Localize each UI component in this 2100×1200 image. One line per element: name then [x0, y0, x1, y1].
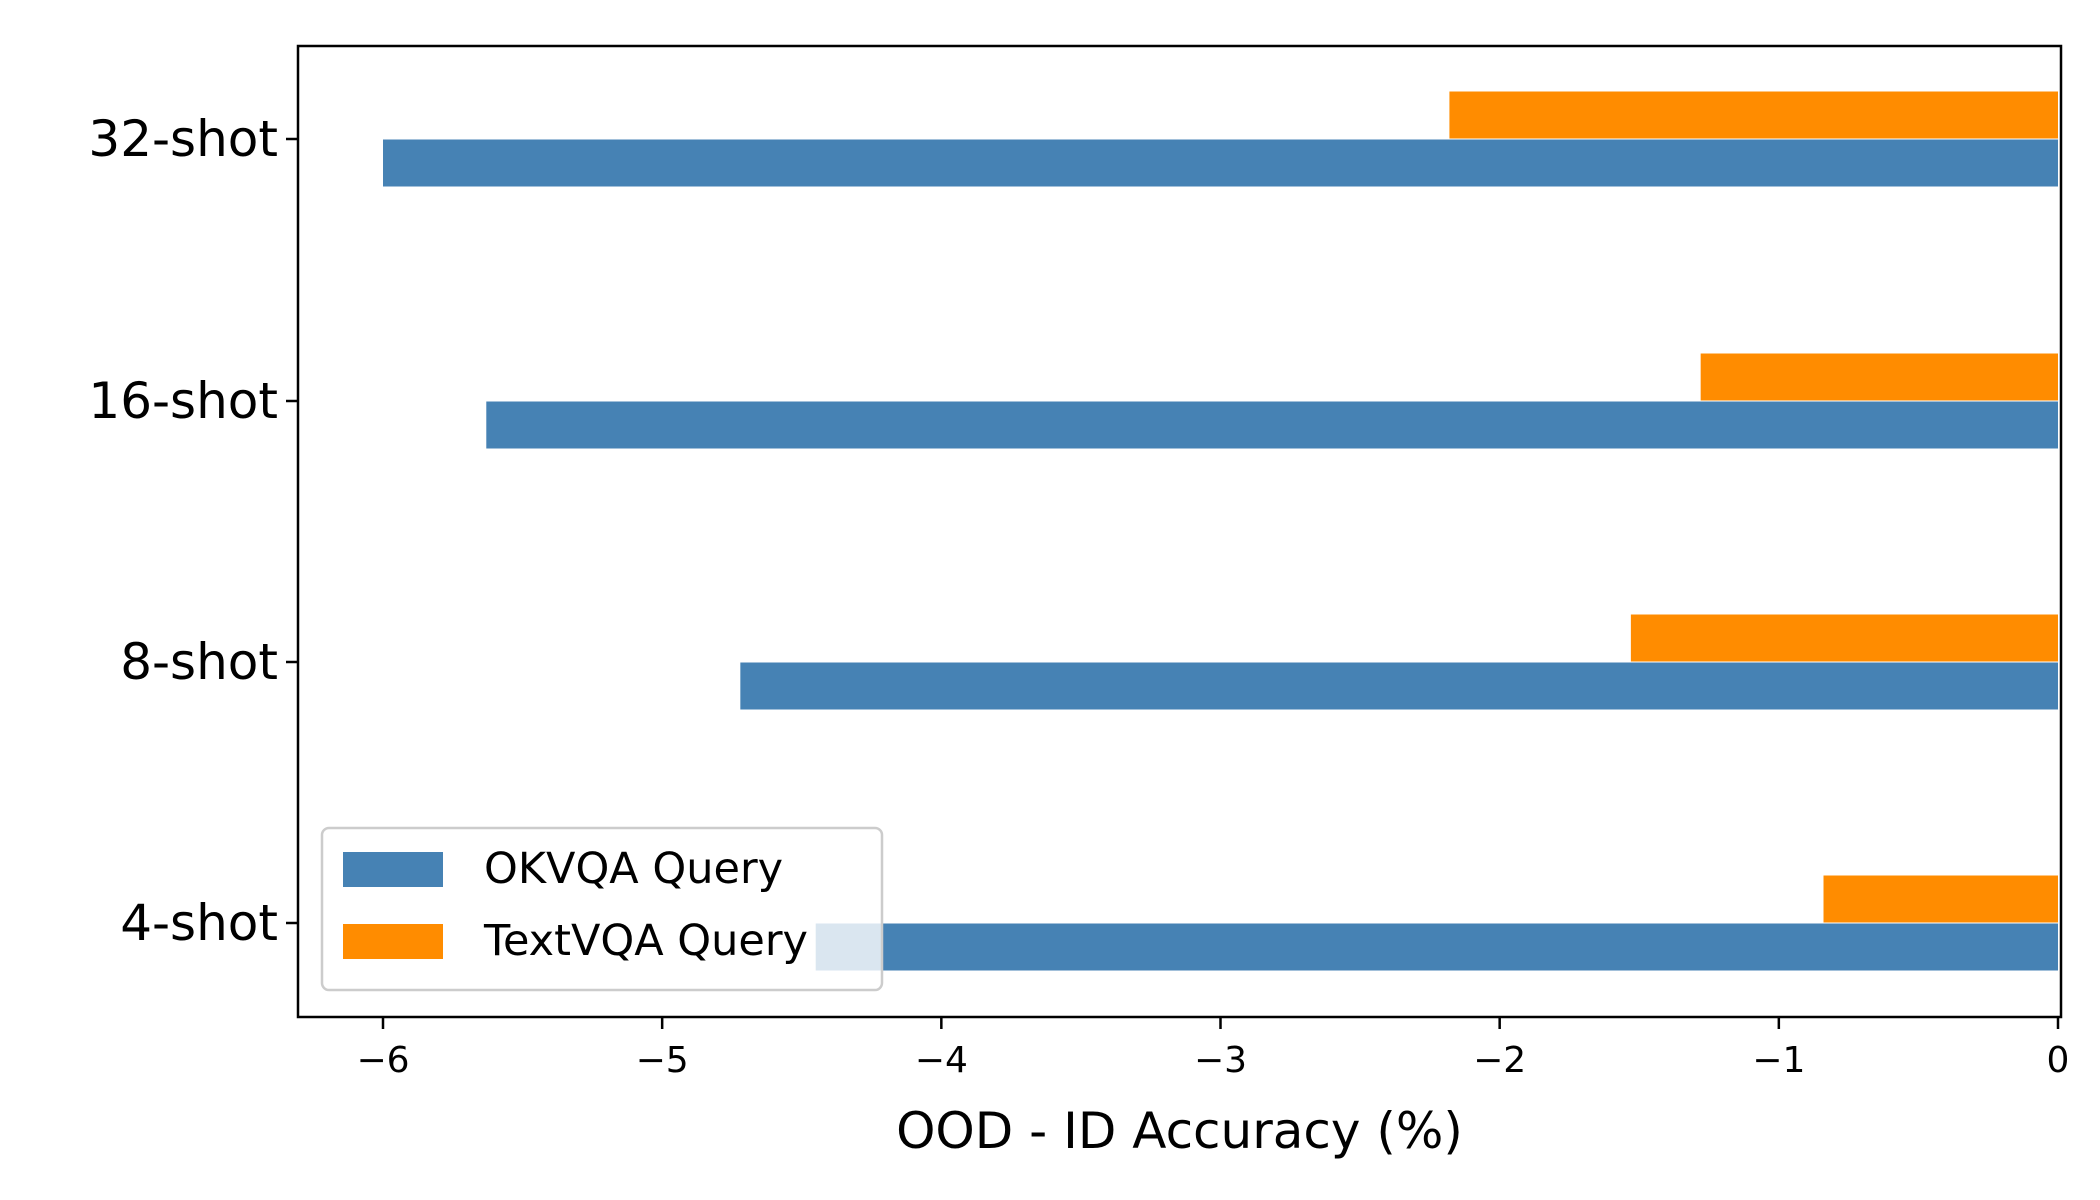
- bar-textvqa-32-shot: [1449, 91, 2058, 139]
- bars-group: [383, 91, 2059, 971]
- legend-box: [320, 826, 884, 992]
- y-tick-label-16-shot: 16-shot: [88, 372, 278, 430]
- x-tick-label: −6: [356, 1040, 409, 1081]
- bar-okvqa-4-shot: [815, 923, 2059, 971]
- y-tick-label-8-shot: 8-shot: [120, 633, 278, 691]
- bar-okvqa-32-shot: [383, 139, 2058, 187]
- x-tick-label: −3: [1194, 1040, 1247, 1081]
- legend-label: TextVQA Query: [483, 916, 808, 966]
- legend-label: OKVQA Query: [484, 844, 783, 894]
- x-tick-label: −1: [1752, 1040, 1805, 1081]
- x-ticks: −6 −5 −4 −3 −2 −1 0: [356, 1017, 2069, 1081]
- y-tick-label-4-shot: 4-shot: [120, 894, 278, 952]
- x-tick-label: −2: [1473, 1040, 1526, 1081]
- x-tick-label: 0: [2047, 1040, 2070, 1081]
- legend: OKVQA Query TextVQA Query: [320, 826, 884, 992]
- legend-swatch: [343, 924, 443, 959]
- bar-textvqa-4-shot: [1823, 875, 2058, 923]
- axes-frame: [296, 44, 2063, 1019]
- bar-textvqa-8-shot: [1630, 614, 2058, 662]
- x-tick-label: −4: [915, 1040, 968, 1081]
- bar-okvqa-8-shot: [740, 662, 2059, 710]
- bar-textvqa-16-shot: [1700, 353, 2058, 401]
- bar-okvqa-16-shot: [486, 401, 2059, 449]
- y-tick-label-32-shot: 32-shot: [88, 110, 278, 168]
- x-tick-label: −5: [636, 1040, 689, 1081]
- y-ticks: 32-shot 16-shot 8-shot 4-shot: [88, 110, 298, 952]
- legend-swatch: [343, 852, 443, 887]
- x-axis-label: OOD - ID Accuracy (%): [896, 1102, 1463, 1160]
